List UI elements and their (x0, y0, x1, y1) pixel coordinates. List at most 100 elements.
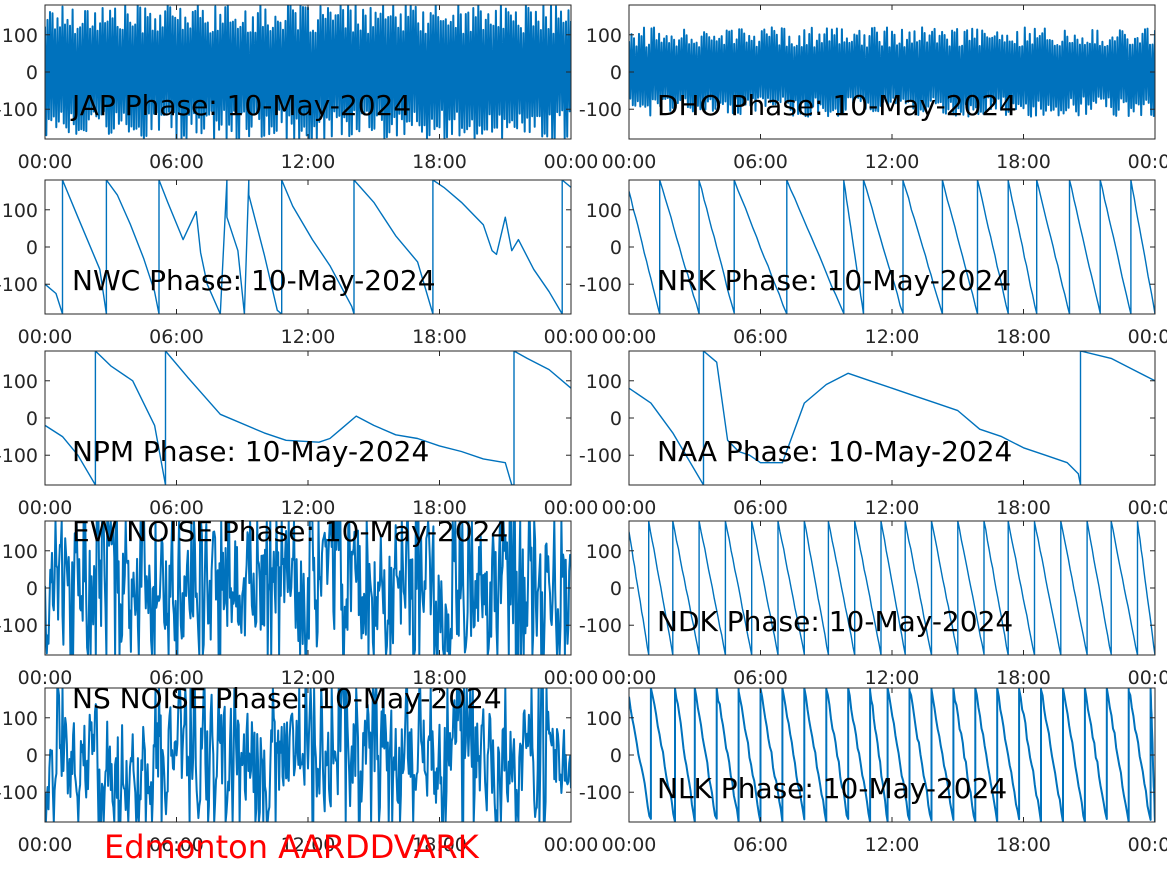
phase-series-line (45, 351, 571, 485)
y-tick-label: 0 (26, 578, 38, 600)
x-tick-label: 06:00 (149, 834, 204, 856)
panel-title: NS NOISE Phase: 10-May-2024 (72, 682, 502, 715)
x-tick-label: 00:00 (602, 834, 657, 856)
phase-panel: 100 0 -100 00:00 06:00 12:00 18:00 00:00 JAP Pha… (0, 4, 599, 173)
x-tick-label: 00:00 (18, 326, 73, 348)
phase-series-line (45, 180, 571, 314)
x-tick-label: 18:00 (412, 326, 467, 348)
x-tick-label: 12:00 (281, 834, 336, 856)
phase-panel: 100 0 -100 00:00 06:00 12:00 18:00 00:00 NS NOIS… (0, 682, 598, 856)
x-tick-label: 18:00 (412, 497, 467, 519)
phase-panel: 100 0 -100 00:00 06:00 12:00 18:00 00:00 NRK Pha… (579, 179, 1167, 348)
x-tick-label: 00:00 (602, 667, 657, 689)
phase-panel: 100 0 -100 00:00 06:00 12:00 18:00 00:00 NLK Pha… (579, 687, 1167, 856)
x-tick-label: 12:00 (865, 497, 920, 519)
y-tick-label: 0 (26, 62, 38, 84)
phase-series-line (629, 351, 1155, 485)
panel-title: NPM Phase: 10-May-2024 (72, 435, 429, 468)
y-tick-label: -100 (0, 274, 38, 296)
x-tick-label: 00:00 (602, 326, 657, 348)
panel-title: NDK Phase: 10-May-2024 (657, 605, 1013, 638)
phase-series-line (45, 688, 571, 822)
phase-series-line (45, 521, 571, 655)
phase-panel: 100 0 -100 00:00 06:00 12:00 18:00 00:00 NAA Pha… (579, 350, 1167, 519)
x-tick-label: 18:00 (996, 151, 1051, 173)
x-tick-label: 00:00 (18, 497, 73, 519)
x-tick-label: 00:00 (1128, 834, 1167, 856)
x-tick-label: 12:00 (281, 326, 336, 348)
x-tick-label: 12:00 (865, 667, 920, 689)
y-tick-label: 0 (610, 745, 622, 767)
x-tick-label: 00:00 (1128, 497, 1167, 519)
x-tick-label: 18:00 (412, 667, 467, 689)
x-tick-label: 06:00 (733, 667, 788, 689)
x-tick-label: 18:00 (996, 834, 1051, 856)
y-tick-label: 100 (586, 200, 622, 222)
panel-title: DHO Phase: 10-May-2024 (657, 89, 1017, 122)
x-tick-label: 18:00 (996, 667, 1051, 689)
y-tick-label: -100 (0, 782, 38, 804)
x-tick-label: 00:00 (602, 497, 657, 519)
panel-title: NAA Phase: 10-May-2024 (657, 435, 1012, 468)
y-tick-label: 0 (26, 745, 38, 767)
phase-series-line (629, 688, 1155, 822)
y-tick-label: 0 (610, 62, 622, 84)
y-tick-label: -100 (579, 274, 622, 296)
x-tick-label: 00:00 (544, 326, 599, 348)
y-tick-label: -100 (579, 445, 622, 467)
panel-title: NLK Phase: 10-May-2024 (657, 772, 1007, 805)
phase-series-line (629, 521, 1155, 655)
phase-series-line (629, 26, 1155, 118)
phase-panel: 100 0 -100 00:00 06:00 12:00 18:00 00:00 NDK Pha… (579, 520, 1167, 689)
x-tick-label: 00:00 (602, 151, 657, 173)
x-tick-label: 06:00 (733, 326, 788, 348)
station-label: Edmonton AARDDVARK (104, 828, 479, 866)
y-tick-label: 100 (586, 371, 622, 393)
x-tick-label: 06:00 (149, 667, 204, 689)
panel-title: JAP Phase: 10-May-2024 (70, 89, 411, 122)
x-tick-label: 06:00 (149, 151, 204, 173)
panel-title: EW NOISE Phase: 10-May-2024 (72, 515, 508, 548)
x-tick-label: 00:00 (1128, 326, 1167, 348)
x-tick-label: 12:00 (281, 667, 336, 689)
phase-panel: 100 0 -100 00:00 06:00 12:00 18:00 00:00 EW NOIS… (0, 515, 598, 689)
x-tick-label: 00:00 (18, 667, 73, 689)
x-tick-label: 00:00 (18, 834, 73, 856)
panel-title: NWC Phase: 10-May-2024 (72, 264, 436, 297)
x-tick-label: 00:00 (1128, 151, 1167, 173)
y-tick-label: 100 (2, 541, 38, 563)
y-tick-label: 100 (2, 708, 38, 730)
phase-panel: 100 0 -100 00:00 06:00 12:00 18:00 00:00 NPM Pha… (0, 350, 599, 519)
y-tick-label: -100 (579, 615, 622, 637)
x-tick-label: 12:00 (281, 497, 336, 519)
y-tick-label: -100 (579, 782, 622, 804)
x-tick-label: 00:00 (544, 834, 599, 856)
y-tick-label: 100 (2, 200, 38, 222)
x-tick-label: 12:00 (865, 326, 920, 348)
x-tick-label: 06:00 (149, 497, 204, 519)
y-tick-label: -100 (0, 99, 38, 121)
x-tick-label: 06:00 (733, 151, 788, 173)
y-tick-label: 100 (2, 25, 38, 47)
y-tick-label: 0 (610, 237, 622, 259)
x-tick-label: 18:00 (996, 326, 1051, 348)
y-tick-label: -100 (579, 99, 622, 121)
x-tick-label: 00:00 (544, 151, 599, 173)
x-tick-label: 00:00 (1128, 667, 1167, 689)
y-tick-label: -100 (0, 615, 38, 637)
x-tick-label: 00:00 (18, 151, 73, 173)
y-tick-label: 0 (610, 408, 622, 430)
x-tick-label: 00:00 (544, 667, 599, 689)
y-tick-label: 100 (586, 708, 622, 730)
phase-panel: 100 0 -100 00:00 06:00 12:00 18:00 00:00 DHO Pha… (579, 4, 1167, 173)
panel-title: NRK Phase: 10-May-2024 (657, 264, 1011, 297)
x-tick-label: 12:00 (865, 151, 920, 173)
phase-series-line (629, 180, 1155, 314)
y-tick-label: 0 (610, 578, 622, 600)
x-tick-label: 06:00 (733, 497, 788, 519)
x-tick-label: 12:00 (865, 834, 920, 856)
x-tick-label: 18:00 (412, 834, 467, 856)
x-tick-label: 00:00 (544, 497, 599, 519)
x-tick-label: 06:00 (733, 834, 788, 856)
